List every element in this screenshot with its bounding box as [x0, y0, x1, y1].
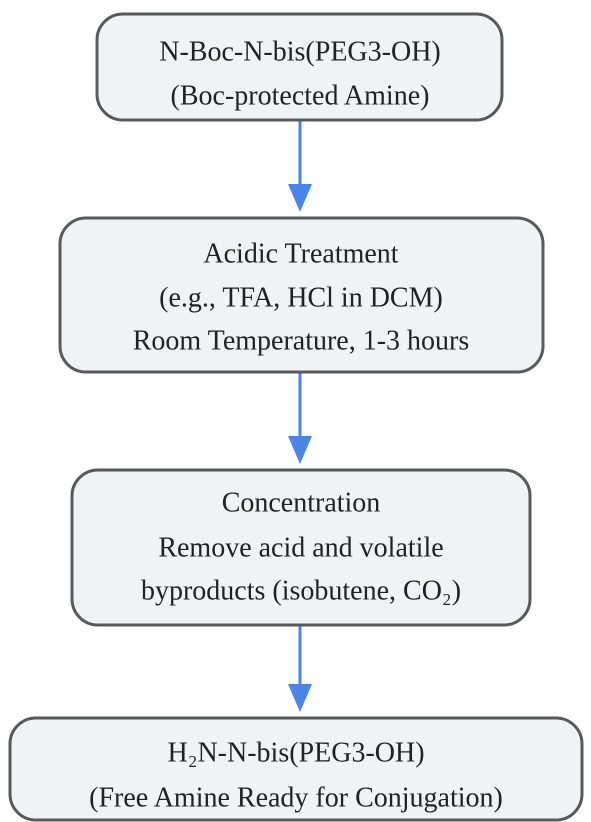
node-label: byproducts (isobutene, CO₂) [141, 575, 461, 606]
node-label: Room Temperature, 1-3 hours [133, 325, 470, 356]
node-label: (Free Amine Ready for Conjugation) [89, 782, 503, 813]
node-box [58, 216, 545, 374]
arrow-head [288, 436, 312, 464]
node-label: Remove acid and volatile [158, 532, 443, 563]
node-label: N-Boc-N-bis(PEG3-OH) [159, 36, 441, 67]
node-label: (Boc-protected Amine) [171, 80, 430, 111]
arrows [288, 121, 312, 712]
node-box [8, 716, 584, 822]
arrow-head [288, 184, 312, 212]
node-box [70, 468, 532, 627]
node-box [95, 12, 504, 122]
node-labels: N-Boc-N-bis(PEG3-OH) (Boc-protected Amine… [89, 36, 503, 813]
node-label: Acidic Treatment [203, 238, 398, 269]
node-label: Concentration [222, 487, 381, 518]
arrow-head [288, 684, 312, 712]
node-label: (e.g., TFA, HCl in DCM) [159, 282, 443, 313]
node-label: H₂N-N-bis(PEG3-OH) [167, 737, 424, 768]
